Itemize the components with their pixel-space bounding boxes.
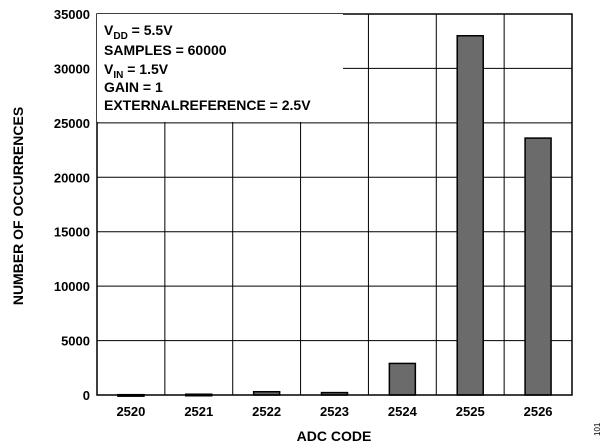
y-tick-labels: 0 5000 10000 15000 20000 25000 30000 35000 [54, 7, 90, 403]
annotation-vdd: VDD = 5.5V [104, 22, 173, 42]
figure-id: 101 [593, 422, 602, 436]
y-tick-label: 10000 [54, 279, 90, 294]
annotation-vin: VIN = 1.5V [104, 61, 169, 81]
x-tick-label: 2521 [184, 404, 213, 419]
x-tick-label: 2523 [320, 404, 349, 419]
x-tick-label: 2526 [524, 404, 553, 419]
x-tick-label: 2524 [388, 404, 418, 419]
annotation-samples: SAMPLES = 60000 [104, 42, 227, 58]
x-axis-label: ADC CODE [297, 428, 372, 444]
y-tick-label: 15000 [54, 225, 90, 240]
y-tick-label: 25000 [54, 116, 90, 131]
y-tick-label: 30000 [54, 61, 90, 76]
x-tick-label: 2522 [252, 404, 281, 419]
bars [117, 35, 552, 397]
annotation-reference: EXTERNALREFERENCE = 2.5V [104, 97, 311, 113]
x-tick-label: 2525 [456, 404, 485, 419]
x-tick-labels: 2520 2521 2522 2523 2524 2525 2526 [116, 404, 552, 419]
annotation-block: VDD = 5.5V SAMPLES = 60000 VIN = 1.5V GA… [104, 22, 311, 113]
y-tick-label: 35000 [54, 7, 90, 22]
y-tick-label: 20000 [54, 170, 90, 185]
y-tick-label: 0 [83, 388, 90, 403]
x-tick-label: 2520 [116, 404, 145, 419]
bar-2526 [524, 137, 552, 396]
y-tick-label: 5000 [61, 334, 90, 349]
bar-2524 [388, 362, 417, 396]
bar-2525 [456, 35, 484, 396]
annotation-box [97, 14, 343, 122]
y-axis-label: NUMBER OF OCCURRENCES [10, 107, 26, 305]
annotation-gain: GAIN = 1 [104, 79, 163, 95]
